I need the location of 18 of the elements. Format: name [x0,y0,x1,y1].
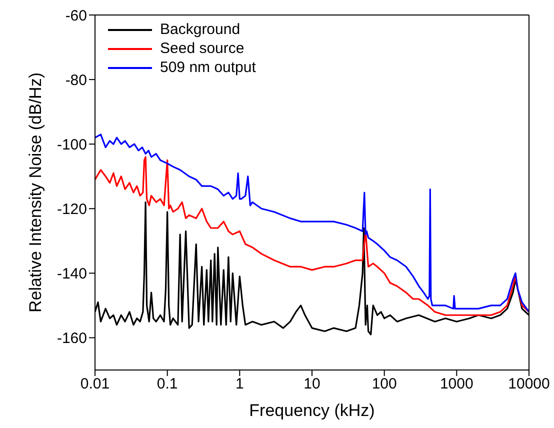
x-tick-label: 10 [304,376,320,393]
y-tick-label: -100 [56,136,87,154]
y-tick-label: -140 [56,266,87,283]
x-tick-label: 1 [235,376,244,393]
y-tick-label: -60 [65,7,87,24]
x-tick-label: 100 [372,376,397,393]
y-tick-label: -120 [56,200,87,218]
x-axis-title: Frequency (kHz) [249,401,375,420]
legend-label: 509 nm output [160,59,256,76]
y-axis-title: Relative Intensity Noise (dB/Hz) [26,72,46,312]
x-tick-label: 0.1 [156,376,178,393]
legend-label: Background [160,21,240,38]
x-tick-label: 10000 [508,376,550,393]
x-tick-label: 0.01 [80,376,110,393]
legend-label: Seed source [160,40,244,57]
x-tick-label: 1000 [440,376,474,393]
y-tick-label: -80 [65,72,87,89]
y-tick-label: -160 [56,330,87,348]
